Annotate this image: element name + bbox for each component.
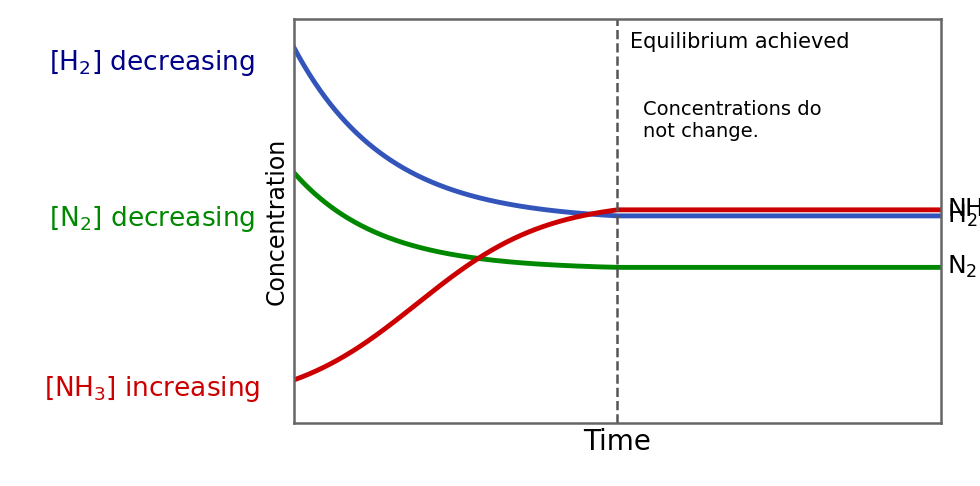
Text: Equilibrium achieved: Equilibrium achieved	[630, 32, 850, 52]
Text: N$_2$: N$_2$	[948, 254, 978, 280]
Text: H$_2$: H$_2$	[948, 203, 978, 229]
Text: [N$_2$] decreasing: [N$_2$] decreasing	[49, 204, 255, 234]
Text: NH$_3$: NH$_3$	[948, 197, 980, 223]
Y-axis label: Concentration: Concentration	[265, 138, 288, 305]
Text: [H$_2$] decreasing: [H$_2$] decreasing	[49, 48, 255, 78]
Text: [NH$_3$] increasing: [NH$_3$] increasing	[44, 374, 260, 404]
X-axis label: Time: Time	[583, 428, 652, 456]
Text: Concentrations do
not change.: Concentrations do not change.	[643, 100, 822, 141]
